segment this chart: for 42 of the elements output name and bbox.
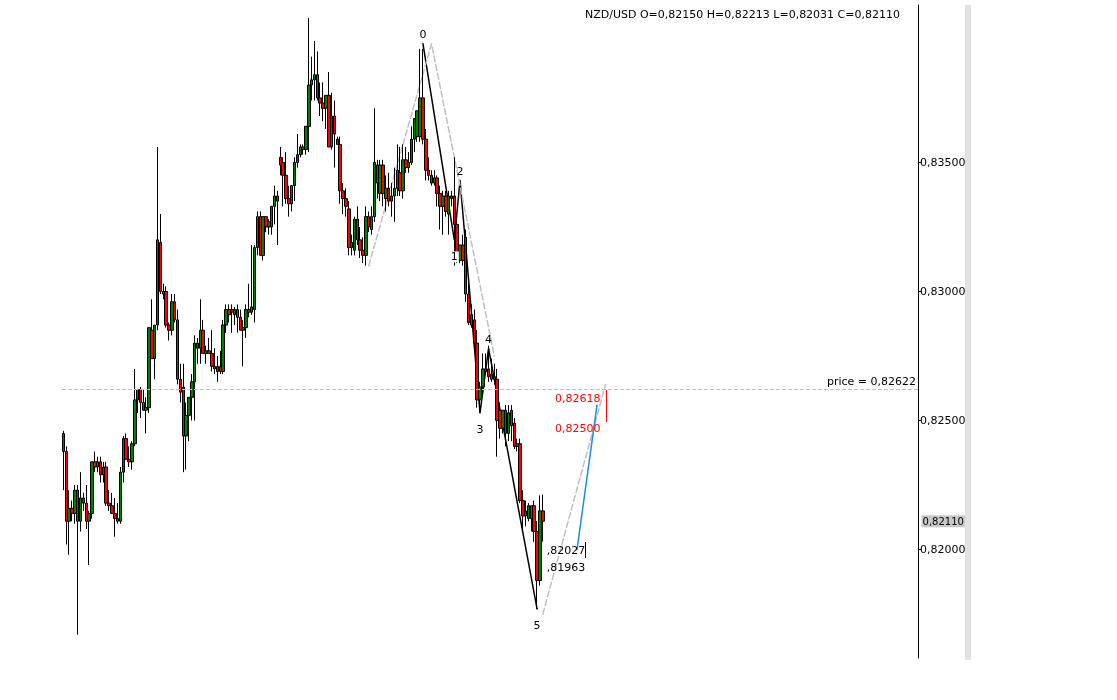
candlestick: [99, 456, 102, 483]
candlestick: [504, 404, 507, 447]
candlestick: [487, 345, 490, 383]
candlestick: [495, 368, 499, 458]
y-tick-label: 0,82000: [920, 543, 966, 557]
annotation: 5: [533, 619, 541, 633]
annotation: 4: [485, 332, 493, 346]
candlestick: [104, 461, 108, 507]
annotation: 1: [450, 250, 458, 264]
candlestick: [210, 329, 214, 373]
candlestick: [139, 386, 142, 419]
candlestick: [447, 190, 450, 236]
y-tick-label: 0,82500: [920, 414, 966, 428]
candlestick: [327, 71, 331, 148]
candlestick: [453, 156, 456, 267]
candlestick: [276, 190, 279, 246]
candlestick: [398, 146, 402, 197]
candlestick: [113, 497, 117, 538]
chart-title: NZD/USD O=0,82150 H=0,82213 L=0,82031 C=0,82110: [585, 8, 901, 21]
annotation: 3: [476, 423, 484, 437]
candlestick: [230, 303, 234, 334]
candlestick: [182, 363, 185, 473]
annotation: ,81963: [546, 560, 586, 574]
candlestick: [507, 404, 510, 442]
candlestick: [193, 334, 196, 422]
candlestick: [364, 205, 368, 267]
candlestick: [401, 143, 405, 200]
annotation: ,82027: [546, 543, 586, 557]
y-tick-label: 0,83000: [920, 284, 966, 298]
y-tick-label: 0,83500: [920, 155, 966, 169]
text: 0,82110: [922, 515, 964, 527]
candlestick: [236, 303, 239, 334]
candlestick: [313, 40, 316, 101]
candlestick: [381, 159, 385, 207]
candlestick: [418, 48, 422, 143]
ref-line-label: price = 0,82622: [826, 375, 916, 389]
candlestick: [199, 298, 202, 365]
annotation: 0,82618: [555, 391, 601, 405]
annotation: 0: [419, 28, 427, 42]
candlestick: [307, 17, 311, 153]
candlestick: [441, 190, 445, 236]
annotation: 2: [456, 165, 464, 179]
